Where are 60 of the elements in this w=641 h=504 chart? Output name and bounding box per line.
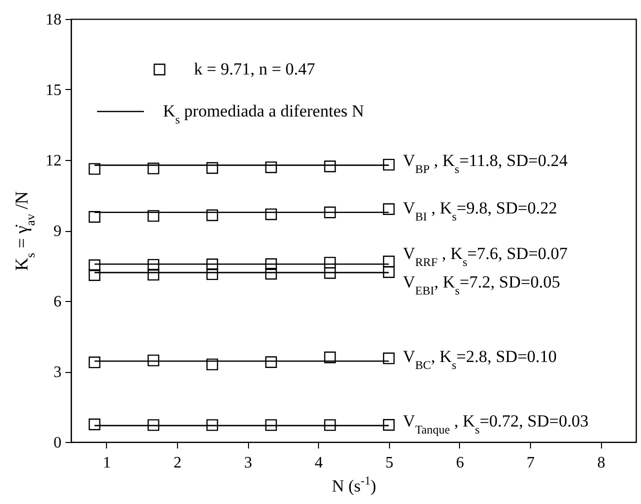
y-tick-label: 3: [54, 364, 62, 381]
point: [206, 358, 218, 370]
x-tick-label: 5: [385, 454, 394, 472]
y-tick-label: 6: [54, 294, 62, 310]
y-tick-label: 15: [46, 82, 62, 99]
point: [88, 259, 100, 272]
x-tick-label: 7: [526, 454, 535, 472]
point: [382, 158, 395, 171]
point: [382, 256, 395, 268]
point: [206, 258, 218, 270]
point: [148, 162, 160, 174]
point: [206, 268, 218, 280]
annotation: V$_{Tanque}$ , K$_{s}$=0.72, SD=0.03: [402, 412, 588, 437]
y-tick-label: 18: [46, 12, 62, 28]
annotation: V$_{BP}$ , K$_{s}$=11.8, SD=0.24: [402, 151, 568, 176]
x-tick-label: 4: [314, 454, 323, 472]
legend-label: K$_{s}$ promediada a diferentes N: [163, 102, 364, 126]
point: [206, 209, 218, 222]
point: [88, 163, 100, 175]
x-tick-label: 1: [102, 454, 111, 472]
x-tick-label: 6: [456, 454, 464, 472]
annotation: V$_{BI}$ , K$_{s}$=9.8, SD=0.22: [402, 198, 558, 224]
point: [382, 419, 395, 431]
point: [88, 211, 100, 223]
legend-label: k = 9.71, n = 0.47: [194, 60, 316, 78]
point: [206, 162, 218, 174]
point: [324, 160, 336, 172]
y-tick-label: 0: [54, 434, 62, 452]
point: [148, 419, 160, 431]
point: [265, 161, 277, 174]
point: [265, 208, 277, 220]
point: [265, 268, 277, 280]
x-tick-label: 3: [244, 454, 252, 472]
annotation: V$_{BC}$, K$_{s}$=2.8, SD=0.10: [402, 347, 557, 372]
point: [382, 203, 395, 215]
point: [265, 356, 277, 368]
point: [265, 258, 277, 270]
annotation: V$_{RRF}$ , K$_{s}$=7.6, SD=0.07: [402, 244, 568, 270]
y-tick-label: 9: [54, 223, 62, 240]
point: [324, 352, 336, 364]
point: [88, 269, 100, 281]
point: [148, 258, 160, 271]
point: [206, 419, 218, 431]
x-axis-title: N (s$^{-1}$): [332, 474, 376, 496]
point: [148, 268, 160, 281]
point: [324, 267, 336, 279]
point: [324, 256, 336, 269]
point: [382, 266, 395, 278]
point: [382, 352, 395, 364]
x-tick-label: 8: [597, 454, 606, 472]
point: [265, 419, 277, 431]
point: [88, 356, 100, 368]
point: [324, 206, 336, 218]
x-tick-label: 2: [173, 454, 182, 472]
point: [324, 419, 336, 431]
point: [148, 210, 160, 222]
point: [88, 418, 100, 430]
point: [148, 354, 160, 366]
y-tick-label: 12: [46, 152, 62, 170]
annotation: V$_{EBI}$, K$_{s}$=7.2, SD=0.05: [402, 272, 560, 298]
